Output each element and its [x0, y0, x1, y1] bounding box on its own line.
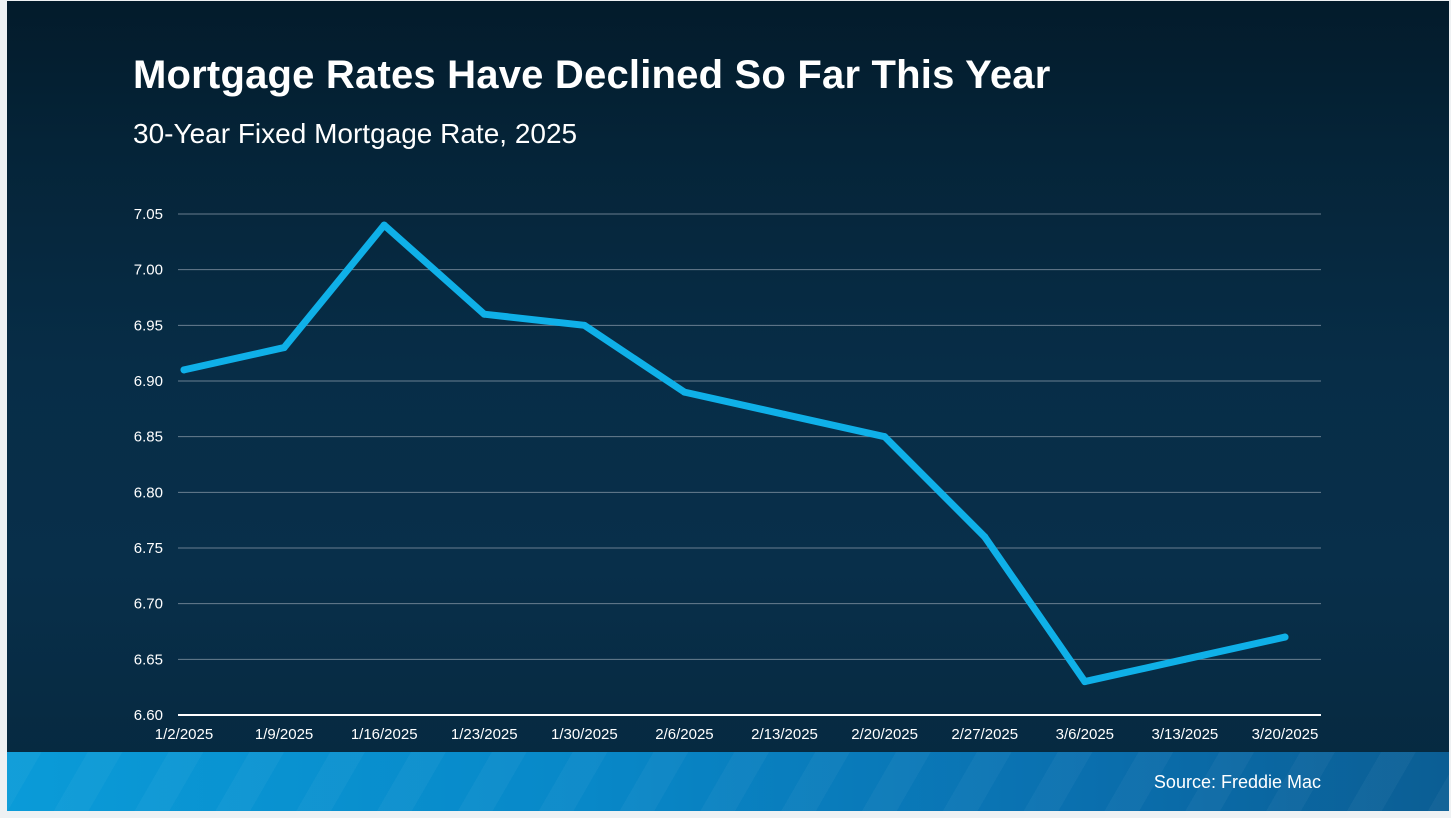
series-line — [180, 221, 1289, 686]
data-point — [480, 310, 488, 318]
y-tick-label: 6.75 — [134, 540, 163, 557]
x-tick-label: 2/20/2025 — [851, 726, 918, 743]
x-tick-label: 1/23/2025 — [451, 726, 518, 743]
footer-bar: Source: Freddie Mac — [7, 752, 1449, 811]
chart-subtitle: 30-Year Fixed Mortgage Rate, 2025 — [133, 118, 578, 149]
slide: Mortgage Rates Have Declined So Far This… — [7, 1, 1449, 811]
y-tick-label: 7.05 — [134, 206, 163, 223]
y-tick-label: 6.90 — [134, 373, 163, 390]
data-point — [380, 221, 388, 229]
y-tick-label: 6.70 — [134, 596, 163, 613]
x-tick-label: 1/30/2025 — [551, 726, 618, 743]
x-tick-label: 1/9/2025 — [255, 726, 313, 743]
x-tick-label: 3/13/2025 — [1152, 726, 1219, 743]
chart-title: Mortgage Rates Have Declined So Far This… — [133, 53, 1051, 97]
x-tick-label: 1/2/2025 — [155, 726, 213, 743]
data-point — [981, 533, 989, 541]
data-point — [881, 433, 889, 441]
x-tick-label: 2/13/2025 — [751, 726, 818, 743]
data-point — [781, 410, 789, 418]
data-point — [580, 321, 588, 329]
x-tick-label: 2/27/2025 — [951, 726, 1018, 743]
y-tick-label: 6.85 — [134, 429, 163, 446]
y-tick-label: 7.00 — [134, 262, 163, 279]
x-tick-label: 3/20/2025 — [1252, 726, 1319, 743]
data-point — [1281, 633, 1289, 641]
y-tick-label: 6.60 — [134, 707, 163, 724]
data-point — [1181, 655, 1189, 663]
data-point — [280, 344, 288, 352]
data-point — [1081, 678, 1089, 686]
y-tick-label: 6.80 — [134, 484, 163, 501]
data-point — [180, 366, 188, 374]
line-chart: 6.60 6.65 6.70 6.75 6.80 6.85 6.90 6.95 7.00 7.05… — [134, 206, 1321, 743]
x-tick-label: 3/6/2025 — [1056, 726, 1114, 743]
x-tick-label: 1/16/2025 — [351, 726, 418, 743]
source-label: Source: Freddie Mac — [1153, 772, 1321, 792]
y-tick-label: 6.95 — [134, 317, 163, 334]
data-point — [680, 388, 688, 396]
x-tick-label: 2/6/2025 — [655, 726, 713, 743]
y-tick-label: 6.65 — [134, 651, 163, 668]
